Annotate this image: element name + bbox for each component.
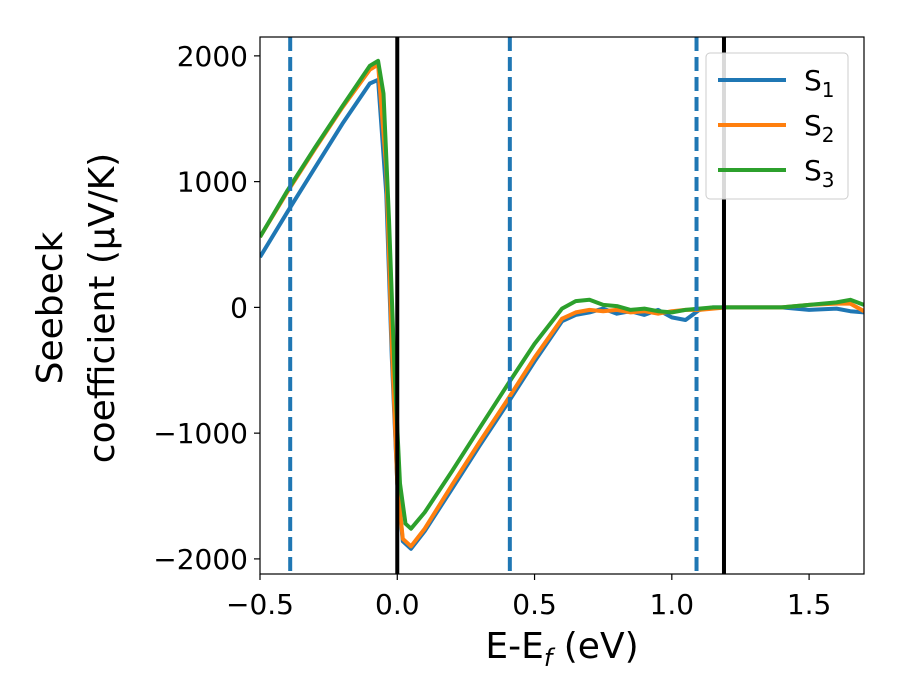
x-axis-label-suffix: (eV)	[552, 626, 638, 667]
x-axis-label: E-Ef (eV)	[485, 626, 638, 672]
y-tick-label: −2000	[153, 543, 248, 576]
plot-clip-group	[260, 58, 864, 551]
legend: S1 S2 S3	[705, 52, 849, 200]
legend-label-S1: S1	[804, 64, 835, 102]
legend-label-S2: S2	[804, 109, 835, 147]
axis-ticks: −0.5 0.0 0.5 1.0 1.5 −2000 −1000 0 1000 2000	[153, 40, 831, 621]
x-axis-label-main: E-E	[485, 626, 543, 667]
y-axis-label-line1: Seebeck	[30, 231, 71, 384]
y-tick-label: 2000	[177, 40, 248, 73]
plot-frame	[259, 36, 865, 575]
x-tick-label: 1.0	[650, 588, 695, 621]
y-tick-label: 1000	[177, 166, 248, 199]
x-tick-label: 0.5	[512, 588, 557, 621]
y-axis-label-line2: coefficient (μV/K)	[82, 153, 123, 463]
x-tick-label: 0.0	[375, 588, 420, 621]
legend-label-S3: S3	[804, 154, 835, 192]
y-tick-label: 0	[230, 291, 248, 324]
plot-area	[259, 36, 865, 575]
y-tick-label: −1000	[153, 417, 248, 450]
series-line-S3	[260, 58, 864, 531]
x-tick-label: −0.5	[226, 588, 294, 621]
y-axis-label: Seebeck coefficient (μV/K)	[30, 153, 123, 463]
x-tick-label: 1.5	[787, 588, 832, 621]
